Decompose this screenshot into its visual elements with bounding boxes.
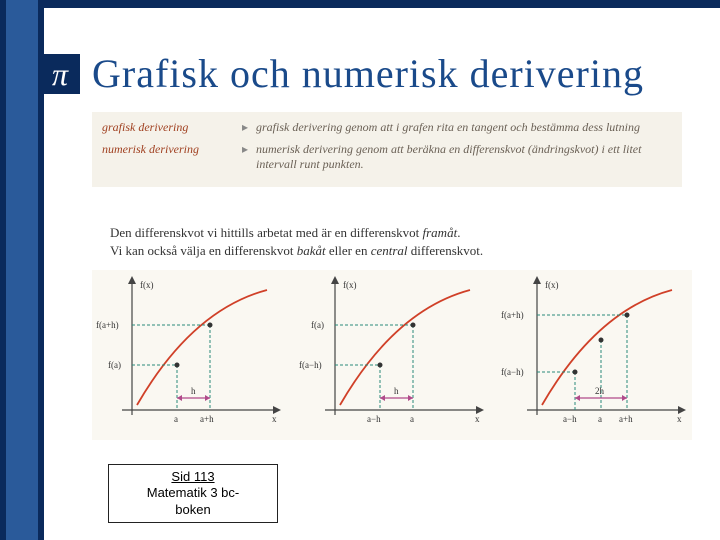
xaxis-label: x	[677, 414, 682, 424]
emphasis: bakåt	[297, 243, 326, 258]
footer-line: Sid 113	[115, 469, 271, 485]
text: differenskvot.	[408, 243, 484, 258]
ytick: f(a−h)	[501, 367, 524, 377]
xaxis-label: x	[475, 414, 480, 424]
top-bar	[0, 0, 720, 8]
body-paragraph: Den differenskvot vi hittills arbetat me…	[110, 224, 650, 260]
arrow-icon: ▸	[242, 142, 256, 173]
h-label: 2h	[595, 386, 605, 396]
arrow-icon: ▸	[242, 120, 256, 136]
xtick: a−h	[367, 414, 381, 424]
footer-line: boken	[115, 502, 271, 518]
xtick: a+h	[200, 414, 214, 424]
definition-row: grafisk derivering ▸ grafisk derivering …	[102, 120, 672, 136]
ytick: f(a+h)	[96, 320, 119, 330]
ytick: f(a−h)	[299, 360, 322, 370]
footer-reference: Sid 113 Matematik 3 bc- boken	[108, 464, 278, 523]
xtick: a−h	[563, 414, 577, 424]
xtick: a	[598, 414, 602, 424]
xtick: a	[410, 414, 414, 424]
definition-term: numerisk derivering	[102, 142, 242, 173]
xaxis-label: x	[272, 414, 277, 424]
h-label: h	[191, 386, 196, 396]
xtick: a	[174, 414, 178, 424]
definition-desc: numerisk derivering genom att beräkna en…	[256, 142, 672, 173]
graphs-row: h f(x) f(a+h) f(a) a a+h x h	[92, 270, 692, 440]
definition-term: grafisk derivering	[102, 120, 242, 136]
graph-central: 2h f(x) f(a+h) f(a−h) a−h a a+h x	[497, 270, 692, 440]
graph-backward: h f(x) f(a) f(a−h) a−h a x	[295, 270, 490, 440]
ytick: f(a+h)	[501, 310, 524, 320]
graph-forward: h f(x) f(a+h) f(a) a a+h x	[92, 270, 287, 440]
text: Den differenskvot vi hittills arbetat me…	[110, 225, 423, 240]
text: Vi kan också välja en differenskvot	[110, 243, 297, 258]
page-title: Grafisk och numerisk derivering	[92, 50, 644, 97]
pi-icon: π	[40, 54, 80, 94]
footer-line: Matematik 3 bc-	[115, 485, 271, 501]
definition-row: numerisk derivering ▸ numerisk deriverin…	[102, 142, 672, 173]
left-bar	[0, 0, 44, 540]
h-label: h	[394, 386, 399, 396]
ytick: f(a)	[311, 320, 324, 330]
definitions-panel: grafisk derivering ▸ grafisk derivering …	[92, 112, 682, 187]
left-bar-inner	[6, 0, 38, 540]
definition-desc: grafisk derivering genom att i grafen ri…	[256, 120, 672, 136]
emphasis: central	[371, 243, 408, 258]
fx-label: f(x)	[343, 280, 357, 290]
ytick: f(a)	[108, 360, 121, 370]
fx-label: f(x)	[140, 280, 154, 290]
xtick: a+h	[619, 414, 633, 424]
text: .	[457, 225, 460, 240]
fx-label: f(x)	[545, 280, 559, 290]
text: eller en	[326, 243, 371, 258]
emphasis: framåt	[423, 225, 458, 240]
